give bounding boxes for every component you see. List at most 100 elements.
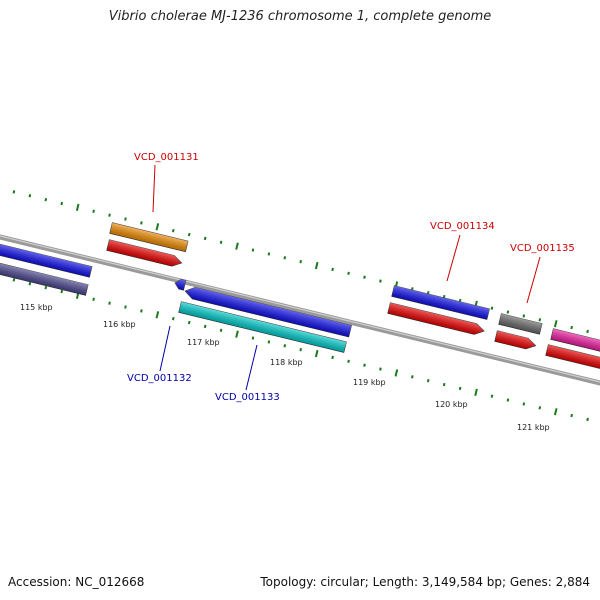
inner-tick [442,382,446,387]
gene-feature-red-vcd001135[interactable] [494,330,537,351]
gene-label-leader [159,325,171,372]
outer-tick [331,267,334,272]
scale-label: 119 kbp [353,378,386,387]
inner-tick [506,398,510,402]
inner-tick [203,324,207,329]
gene-label[interactable]: VCD_001135 [510,243,575,254]
outer-tick [506,310,510,314]
outer-tick [12,190,16,194]
inner-tick [331,355,334,360]
gene-feature-red-vcd001131[interactable] [106,239,183,269]
gene-label[interactable]: VCD_001133 [215,392,280,403]
inner-tick [538,406,542,410]
gene-feature-blue-left[interactable] [0,239,93,278]
outer-tick [570,325,573,330]
outer-tick [92,209,95,213]
inner-tick [522,402,526,406]
gene-feature-cyan-vcd001133[interactable] [178,301,347,353]
inner-tick [299,347,303,352]
gene-feature-blue-large[interactable] [184,285,352,338]
inner-tick [347,359,350,363]
inner-tick [235,330,239,338]
inner-tick [410,375,414,379]
gene-feature-blue-vcd001134[interactable] [391,285,490,320]
inner-tick [60,289,64,294]
gene-feature-slate-left[interactable] [0,258,89,296]
inner-tick [314,349,319,358]
scale-ticks [12,190,589,422]
accession-text: Accession: NC_012668 [8,575,145,589]
gene-label[interactable]: VCD_001131 [134,152,199,163]
inner-tick [28,282,32,286]
inner-tick [140,309,143,313]
gene-label[interactable]: VCD_001132 [127,373,192,384]
inner-tick [171,316,175,321]
outer-tick [108,213,111,217]
scale-label: 121 kbp [517,423,550,432]
gene-features [0,222,600,373]
outer-tick [522,314,526,318]
outer-tick [124,217,127,221]
gene-feature-gray[interactable] [498,313,543,335]
gene-label-leader [245,344,258,391]
inner-tick [219,328,223,332]
backbone-highlight [0,235,600,383]
chromosome-backbone [0,234,600,386]
inner-tick [44,285,48,290]
outer-tick [363,275,366,279]
outer-tick [553,320,558,328]
gene-feature-blue-vcd001132[interactable] [174,278,187,291]
inner-tick [426,378,430,383]
outer-tick [44,197,48,202]
inner-tick [586,417,589,422]
scale-label: 115 kbp [20,303,53,312]
outer-tick [490,306,494,310]
scale-label: 116 kbp [103,320,136,329]
outer-tick [219,240,223,244]
inner-tick [155,311,160,319]
outer-tick [379,279,382,283]
inner-tick [124,305,127,309]
scale-labels: 115 kbp 116 kbp 117 kbp 118 kbp 119 kbp 120 k… [20,303,550,432]
outer-tick [28,194,32,198]
gene-feature-pink[interactable] [550,328,600,357]
gene-feature-red-right[interactable] [387,302,486,337]
gene-labels: VCD_001131 VCD_001132 VCD_001133 VCD_001134… [127,152,575,403]
outer-tick [235,242,239,250]
inner-tick [553,408,558,416]
inner-tick [379,367,382,371]
map-title: Vibrio cholerae MJ-1236 chromosome 1, co… [108,9,492,24]
gene-feature-orange[interactable] [109,222,189,253]
outer-tick [299,259,303,264]
inner-tick [108,301,111,305]
inner-tick [283,344,287,348]
inner-tick [92,297,95,301]
inner-tick [570,413,573,418]
inner-tick [12,278,16,282]
gene-feature-red-edge[interactable] [545,344,600,373]
outer-tick [60,201,64,206]
outer-tick [251,248,255,252]
inner-tick [490,394,494,398]
gene-label-leader [446,234,461,282]
outer-tick [538,318,542,322]
inner-tick [394,369,399,377]
outer-tick [140,221,143,225]
inner-tick [458,386,462,391]
inner-tick [251,336,255,340]
scale-label: 117 kbp [187,338,220,347]
outer-tick [187,232,191,237]
genome-summary-text: Topology: circular; Length: 3,149,584 bp… [260,575,590,589]
outer-tick [171,228,175,233]
outer-tick [155,223,160,231]
outer-tick [203,236,207,241]
scale-label: 120 kbp [435,400,468,409]
inner-tick [474,388,478,396]
outer-tick [314,261,319,270]
gene-label[interactable]: VCD_001134 [430,221,495,232]
inner-tick [363,363,366,367]
inner-tick [187,320,191,325]
inner-tick [267,340,271,344]
outer-tick [267,252,271,256]
